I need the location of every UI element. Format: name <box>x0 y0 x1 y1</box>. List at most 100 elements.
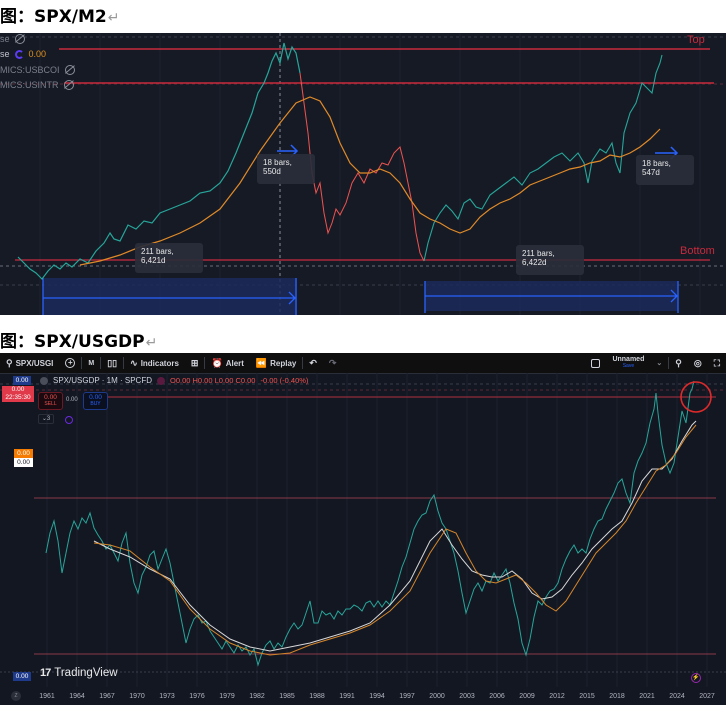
symbol-search[interactable]: ⚲ SPX/USGI <box>0 353 59 373</box>
price-tag-bottom: 0.00 <box>13 672 31 681</box>
measure-label-550d: 18 bars, 550d <box>257 154 315 184</box>
redo-button[interactable]: ↷ <box>323 353 343 373</box>
x-tick: 1976 <box>189 692 205 700</box>
x-tick: 1970 <box>129 692 145 700</box>
interval-label: M <box>88 359 95 367</box>
x-tick: 2021 <box>639 692 655 700</box>
eye-hidden-icon[interactable] <box>64 65 75 75</box>
price-value: 0.00 <box>11 386 25 393</box>
grid-icon: ⊞ <box>190 357 199 368</box>
chart-toolbar: ⚲ SPX/USGI + M ▯▯ ∿ Indicators ⊞ ⏰ Alert… <box>0 353 726 373</box>
x-tick: 2015 <box>579 692 595 700</box>
sell-button[interactable]: 0.00 SELL <box>38 392 63 410</box>
undo-icon: ↶ <box>309 357 317 368</box>
chevron-down-icon: ⌄ <box>41 416 47 422</box>
legend-label: se <box>0 34 10 44</box>
replay-button[interactable]: ⏪ Replay <box>250 353 302 373</box>
eye-hidden-icon[interactable] <box>63 80 74 90</box>
loading-icon <box>65 416 73 424</box>
indicators-icon: ∿ <box>130 357 138 368</box>
layout-name[interactable]: Unnamed Save <box>606 353 650 373</box>
layout-toggle[interactable] <box>585 353 606 373</box>
plus-circle-icon: + <box>65 358 76 368</box>
x-tick: 1997 <box>399 692 415 700</box>
interval-button[interactable]: M <box>82 353 100 373</box>
replay-label: Replay <box>270 358 297 368</box>
legend-row-1[interactable]: se <box>0 34 25 44</box>
x-tick: 2018 <box>609 692 625 700</box>
settings-button[interactable]: ◎ <box>688 353 708 373</box>
buy-button[interactable]: 0.00 BUY <box>83 392 108 410</box>
x-tick: 1973 <box>159 692 175 700</box>
measure-label-6422d: 211 bars, 6,422d <box>516 245 584 275</box>
redo-icon: ↷ <box>328 357 337 368</box>
indicators-label: Indicators <box>140 358 179 368</box>
x-tick: 2009 <box>519 692 535 700</box>
legend-row-2[interactable]: se 0.00 <box>0 49 46 59</box>
x-tick: 1967 <box>99 692 115 700</box>
ohlc-values: O0.00 H0.00 L0.00 C0.00 <box>169 376 256 385</box>
x-tick: 1961 <box>39 692 55 700</box>
x-tick: 1979 <box>219 692 235 700</box>
buy-label: BUY <box>90 401 101 407</box>
gear-icon: ◎ <box>693 357 702 368</box>
layout-save-label[interactable]: Save <box>622 363 635 369</box>
x-tick: 2000 <box>429 692 445 700</box>
countdown-time: 22:35:30 <box>5 394 31 401</box>
spx-usgdp-chart[interactable]: ⚲ SPX/USGI + M ▯▯ ∿ Indicators ⊞ ⏰ Alert… <box>0 353 726 705</box>
spread-value: 0.00 <box>66 397 78 403</box>
buy-price: 0.00 <box>89 394 102 401</box>
fullscreen-button[interactable]: ⛶ <box>708 353 726 373</box>
templates-button[interactable]: ⊞ <box>185 353 205 373</box>
tv-logo-icon: 17 <box>40 667 51 679</box>
return-mark: ↵ <box>107 10 120 26</box>
legend-row-3[interactable]: MICS:USBCOI <box>0 65 75 75</box>
alert-label: Alert <box>225 358 244 368</box>
lightning-icon[interactable]: ⚡ <box>691 673 701 683</box>
x-tick: 2003 <box>459 692 475 700</box>
chart-header: SPX/USGDP · 1M · SPCFD O0.00 H0.00 L0.00… <box>40 376 308 385</box>
chart-type-button[interactable]: ▯▯ <box>101 353 123 373</box>
chart-canvas <box>0 33 726 315</box>
price-tag-top: 0.00 <box>13 376 31 385</box>
fullscreen-icon: ⛶ <box>713 357 720 368</box>
chart-title: SPX/USGDP · 1M · SPCFD <box>53 376 152 385</box>
candles-icon: ▯▯ <box>107 357 118 368</box>
x-tick: 1985 <box>279 692 295 700</box>
x-tick: 2027 <box>699 692 715 700</box>
legend-value: 0.00 <box>28 49 47 59</box>
legend-label: MICS:USBCOI <box>0 65 60 75</box>
tradingview-logo[interactable]: 17 TradingView <box>40 667 118 679</box>
alarm-icon: ⏰ <box>211 357 223 368</box>
x-axis[interactable]: Z 1961 1964 1967 1970 1973 1976 1979 198… <box>0 687 726 705</box>
legend-label: se <box>0 49 10 59</box>
price-change: -0.00 (-0.40%) <box>260 376 309 385</box>
layout-dropdown[interactable]: ⌄ <box>650 353 668 373</box>
alert-button[interactable]: ⏰ Alert <box>205 353 249 373</box>
collapse-indicators-button[interactable]: ⌄3 <box>38 414 54 424</box>
indicators-button[interactable]: ∿ Indicators <box>124 353 185 373</box>
legend-row-4[interactable]: MICS:USINTR <box>0 80 74 90</box>
price-tag-white: 0.00 <box>14 458 33 467</box>
compare-button[interactable]: + <box>59 353 81 373</box>
price-tag-red: 0.00 22:35:30 <box>2 386 34 402</box>
x-tick: 1994 <box>369 692 385 700</box>
quick-search-button[interactable]: ⚲ <box>669 353 688 373</box>
timezone-icon[interactable]: Z <box>11 691 21 701</box>
x-tick: 2012 <box>549 692 565 700</box>
collapse-count: 3 <box>46 416 51 422</box>
symbol-label: SPX/USGI <box>15 358 54 368</box>
measure-label-547d: 18 bars, 547d <box>636 155 694 185</box>
eye-hidden-icon[interactable] <box>14 34 25 44</box>
quick-search-icon: ⚲ <box>675 357 682 368</box>
top-label: Top <box>687 34 705 46</box>
search-icon: ⚲ <box>6 357 13 368</box>
undo-button[interactable]: ↶ <box>303 353 323 373</box>
measure-label-6421d: 211 bars, 6,421d <box>135 243 203 273</box>
replay-icon: ⏪ <box>255 357 268 368</box>
spx-m2-chart[interactable]: se se 0.00 MICS:USBCOI MICS:USINTR Top B… <box>0 33 726 315</box>
menu-icon[interactable] <box>156 376 165 385</box>
caption-text: 图：SPX/USGDP <box>0 332 145 352</box>
bottom-label: Bottom <box>680 245 715 257</box>
x-tick: 1991 <box>339 692 355 700</box>
